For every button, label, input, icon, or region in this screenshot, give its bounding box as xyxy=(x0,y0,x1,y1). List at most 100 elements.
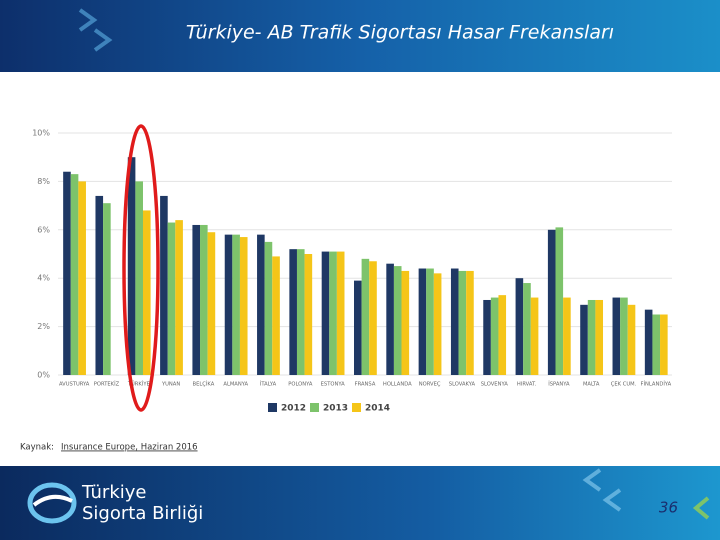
bar xyxy=(523,283,531,375)
y-tick-label: 0% xyxy=(37,371,50,380)
bar xyxy=(63,171,71,375)
bar xyxy=(563,297,571,375)
bar xyxy=(167,222,176,375)
bar xyxy=(127,157,136,375)
y-tick-label: 2% xyxy=(37,322,50,331)
bar xyxy=(321,251,330,375)
bar xyxy=(264,241,273,375)
bar xyxy=(458,270,467,375)
legend-swatch xyxy=(268,403,277,412)
x-tick-label: HOLLANDA xyxy=(383,382,412,388)
x-tick-label: POLONYA xyxy=(288,382,313,388)
bar xyxy=(555,227,564,375)
legend-swatch xyxy=(352,403,361,412)
bar xyxy=(620,297,628,375)
bar xyxy=(354,280,362,375)
header-arrows xyxy=(78,8,113,52)
bar xyxy=(418,268,427,375)
bar xyxy=(595,299,604,375)
bar xyxy=(207,232,216,375)
footer-arrows xyxy=(582,468,622,512)
legend-label: 2014 xyxy=(365,404,390,414)
bar xyxy=(433,273,442,375)
bar xyxy=(224,234,233,375)
bar xyxy=(200,224,208,375)
header-band xyxy=(0,0,720,72)
bar xyxy=(426,268,434,375)
source-label: Kaynak: xyxy=(20,443,54,453)
bar xyxy=(329,251,337,375)
logo-mark xyxy=(27,482,77,524)
nav-arrow[interactable] xyxy=(692,496,710,520)
x-tick-label: BELÇİKA xyxy=(193,381,215,388)
bar xyxy=(490,297,499,375)
x-tick-label: SLOVAKYA xyxy=(449,382,476,388)
logo-text: Sigorta Birliği xyxy=(82,503,203,524)
page-number: 36 xyxy=(659,499,678,517)
bar xyxy=(135,181,143,375)
source-link[interactable]: Insurance Europe, Haziran 2016 xyxy=(61,443,198,453)
bar xyxy=(239,237,248,375)
slide-title: Türkiye- AB Trafik Sigortası Hasar Freka… xyxy=(186,22,614,44)
bar xyxy=(78,181,86,375)
x-tick-label: İSPANYA xyxy=(548,381,570,388)
x-tick-label: ESTONYA xyxy=(321,382,345,388)
bar xyxy=(369,261,377,375)
x-tick-label: MALTA xyxy=(583,382,600,388)
bar xyxy=(289,249,297,375)
y-tick-label: 6% xyxy=(37,225,50,234)
bar xyxy=(466,270,474,375)
bar xyxy=(530,297,539,375)
bar xyxy=(450,268,459,375)
bar xyxy=(652,314,661,375)
logo-swoosh xyxy=(32,494,73,507)
x-tick-label: FRANSA xyxy=(355,382,376,388)
x-tick-label: ALMANYA xyxy=(223,382,248,388)
bar xyxy=(483,299,491,375)
x-tick-label: YUNAN xyxy=(161,382,180,388)
logo-text: Türkiye xyxy=(81,482,147,503)
bar xyxy=(296,249,305,375)
x-tick-label: AVUSTURYA xyxy=(59,382,90,388)
bar xyxy=(515,278,524,375)
bar xyxy=(361,258,370,375)
x-tick-label: İTALYA xyxy=(260,381,277,388)
bar xyxy=(142,210,151,375)
bar xyxy=(393,266,402,375)
legend-label: 2012 xyxy=(281,404,306,414)
bar xyxy=(192,224,201,375)
x-tick-label: FİNLANDİYA xyxy=(641,381,672,388)
x-tick-label: NORVEÇ xyxy=(419,382,441,388)
bar xyxy=(498,295,507,375)
bar xyxy=(232,234,240,375)
x-tick-label: PORTEKİZ xyxy=(94,381,120,388)
bar xyxy=(175,220,183,375)
bar xyxy=(70,174,79,375)
footer-band xyxy=(0,466,720,540)
bar xyxy=(103,203,111,375)
bar xyxy=(257,234,265,375)
bar xyxy=(612,297,621,375)
x-tick-label: TÜRKİYE xyxy=(127,381,150,388)
bar xyxy=(304,254,313,375)
bar xyxy=(547,229,556,375)
bar xyxy=(386,263,394,375)
x-tick-label: SLOVENYA xyxy=(481,382,508,388)
y-tick-label: 4% xyxy=(37,274,50,283)
y-tick-label: 10% xyxy=(32,129,50,138)
bar xyxy=(580,304,588,375)
x-tick-label: ÇEK CUM. xyxy=(611,382,637,388)
bar xyxy=(95,195,104,375)
bar xyxy=(272,256,280,375)
x-tick-label: HIRVAT. xyxy=(517,382,537,388)
legend-label: 2013 xyxy=(323,404,348,414)
legend-swatch xyxy=(310,403,319,412)
bar xyxy=(401,270,410,375)
bar xyxy=(660,314,668,375)
bar xyxy=(644,309,653,375)
bar xyxy=(627,304,636,375)
y-tick-label: 8% xyxy=(37,177,50,186)
highlight-ellipse xyxy=(122,124,160,412)
